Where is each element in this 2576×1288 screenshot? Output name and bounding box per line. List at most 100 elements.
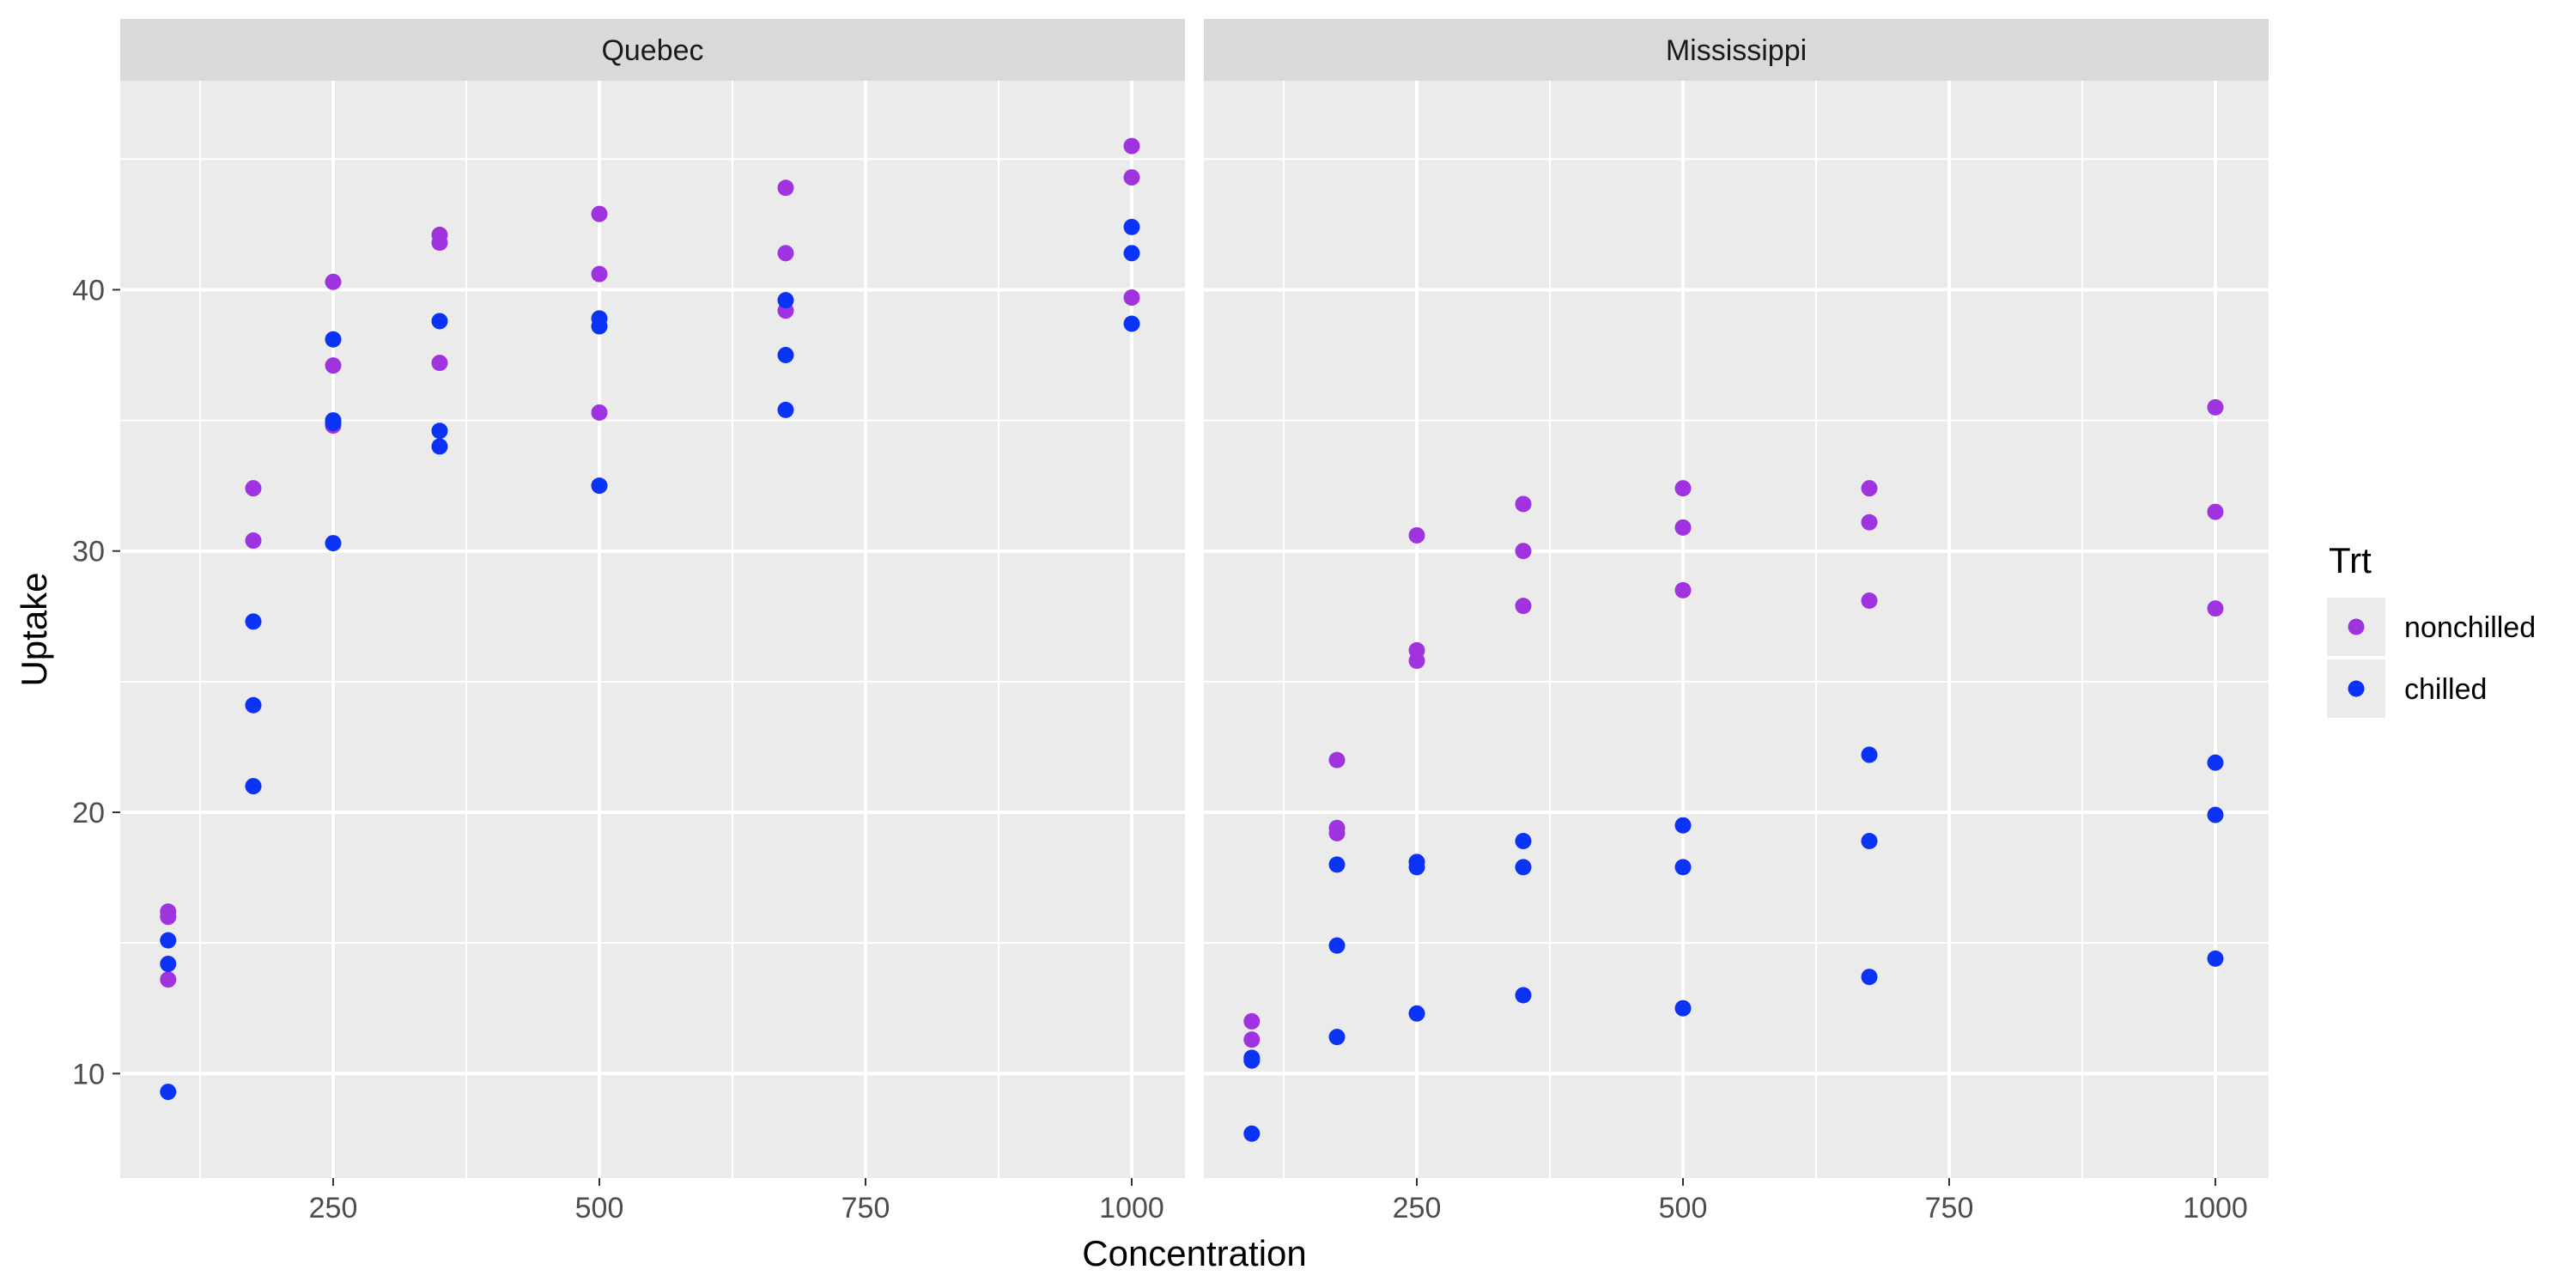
- data-point-nonchilled: [1408, 653, 1425, 670]
- data-point-nonchilled: [160, 971, 177, 988]
- data-point-nonchilled: [1674, 581, 1692, 598]
- strip-background: [1204, 19, 2269, 81]
- data-point-chilled: [431, 438, 448, 455]
- data-point-chilled: [1515, 832, 1532, 849]
- data-point-chilled: [1243, 1125, 1261, 1142]
- panel-mississippi: Mississippi 250 500 750 1000: [1204, 19, 2269, 1224]
- data-point-nonchilled: [431, 227, 448, 244]
- data-point-nonchilled: [1515, 543, 1532, 560]
- data-point-chilled: [2207, 806, 2224, 823]
- data-point-chilled: [431, 313, 448, 330]
- strip-label: Mississippi: [1666, 34, 1807, 67]
- legend-title: Trt: [2329, 540, 2372, 580]
- panel-quebec: Quebec 250 500 750 1000: [120, 19, 1185, 1224]
- data-point-nonchilled: [325, 357, 342, 374]
- data-point-chilled: [1328, 1029, 1346, 1046]
- data-point-chilled: [1861, 746, 1878, 763]
- data-point-chilled: [1515, 987, 1532, 1004]
- data-point-chilled: [1674, 817, 1692, 834]
- data-point-nonchilled: [2207, 398, 2224, 416]
- data-point-nonchilled: [1123, 289, 1140, 307]
- data-point-chilled: [2207, 754, 2224, 771]
- data-point-chilled: [245, 613, 262, 630]
- y-tick-label: 40: [72, 274, 105, 307]
- data-point-nonchilled: [1408, 526, 1425, 544]
- data-point-chilled: [431, 422, 448, 440]
- data-point-chilled: [777, 292, 794, 309]
- data-point-nonchilled: [1243, 1031, 1261, 1048]
- data-point-chilled: [1328, 856, 1346, 873]
- data-point-chilled: [325, 415, 342, 432]
- legend-label-chilled: chilled: [2404, 673, 2487, 706]
- data-point-chilled: [591, 477, 608, 495]
- gridlines: [1204, 81, 2269, 1178]
- data-point-chilled: [160, 1084, 177, 1101]
- x-tick-label: 1000: [1099, 1192, 1164, 1224]
- data-point-chilled: [1408, 859, 1425, 876]
- data-point-nonchilled: [1515, 495, 1532, 513]
- data-point-nonchilled: [1328, 819, 1346, 836]
- x-tick-label: 500: [575, 1192, 624, 1224]
- data-point-nonchilled: [591, 205, 608, 222]
- y-tick-label: 20: [72, 797, 105, 829]
- data-point-nonchilled: [245, 480, 262, 497]
- points: [1243, 398, 2224, 1142]
- data-point-chilled: [1123, 315, 1140, 332]
- data-point-chilled: [1123, 218, 1140, 235]
- data-point-nonchilled: [2207, 600, 2224, 617]
- data-point-nonchilled: [777, 245, 794, 262]
- data-point-nonchilled: [591, 265, 608, 283]
- x-tick-label: 750: [1925, 1192, 1974, 1224]
- data-point-nonchilled: [1861, 480, 1878, 497]
- data-point-chilled: [1861, 832, 1878, 849]
- x-tick-label: 250: [309, 1192, 358, 1224]
- gridlines: [120, 81, 1185, 1178]
- legend-entries: nonchilled chilled: [2327, 598, 2536, 718]
- data-point-nonchilled: [160, 903, 177, 920]
- data-point-nonchilled: [431, 355, 448, 372]
- data-point-chilled: [777, 401, 794, 418]
- legend-symbol-chilled: [2348, 680, 2365, 697]
- x-tick-label: 250: [1393, 1192, 1442, 1224]
- data-point-chilled: [1123, 245, 1140, 262]
- points: [160, 137, 1140, 1101]
- data-point-chilled: [1243, 1049, 1261, 1066]
- legend-label-nonchilled: nonchilled: [2404, 611, 2536, 644]
- data-point-chilled: [1408, 1005, 1425, 1022]
- x-tick-label: 500: [1659, 1192, 1708, 1224]
- data-point-chilled: [245, 696, 262, 714]
- data-point-chilled: [1861, 969, 1878, 986]
- data-point-chilled: [1674, 999, 1692, 1017]
- legend: Trt nonchilled chilled: [2327, 540, 2536, 718]
- data-point-chilled: [325, 535, 342, 552]
- y-tick-label: 10: [72, 1058, 105, 1091]
- x-tick-label: 1000: [2183, 1192, 2248, 1224]
- x-tick-label: 750: [841, 1192, 890, 1224]
- data-point-nonchilled: [1861, 513, 1878, 531]
- data-point-nonchilled: [591, 404, 608, 421]
- strip-background: [120, 19, 1185, 81]
- data-point-nonchilled: [1674, 519, 1692, 536]
- y-tick-label: 30: [72, 536, 105, 568]
- strip-label: Quebec: [601, 34, 703, 67]
- data-point-nonchilled: [1243, 1012, 1261, 1030]
- data-point-nonchilled: [1674, 480, 1692, 497]
- data-point-nonchilled: [325, 273, 342, 290]
- data-point-nonchilled: [1328, 751, 1346, 769]
- data-point-nonchilled: [777, 179, 794, 197]
- x-axis-title: Concentration: [1082, 1233, 1307, 1273]
- y-axis-title: Uptake: [14, 572, 54, 686]
- data-point-chilled: [2207, 950, 2224, 967]
- data-point-nonchilled: [1123, 137, 1140, 155]
- data-point-chilled: [160, 955, 177, 972]
- data-point-nonchilled: [1861, 592, 1878, 610]
- plot-background: [1204, 81, 2269, 1178]
- data-point-chilled: [245, 778, 262, 795]
- data-point-chilled: [1328, 937, 1346, 954]
- data-point-nonchilled: [1515, 598, 1532, 615]
- data-point-chilled: [777, 347, 794, 363]
- data-point-chilled: [1674, 859, 1692, 876]
- x-tick-labels: 250 500 750 1000: [309, 1178, 1164, 1224]
- data-point-nonchilled: [1123, 169, 1140, 186]
